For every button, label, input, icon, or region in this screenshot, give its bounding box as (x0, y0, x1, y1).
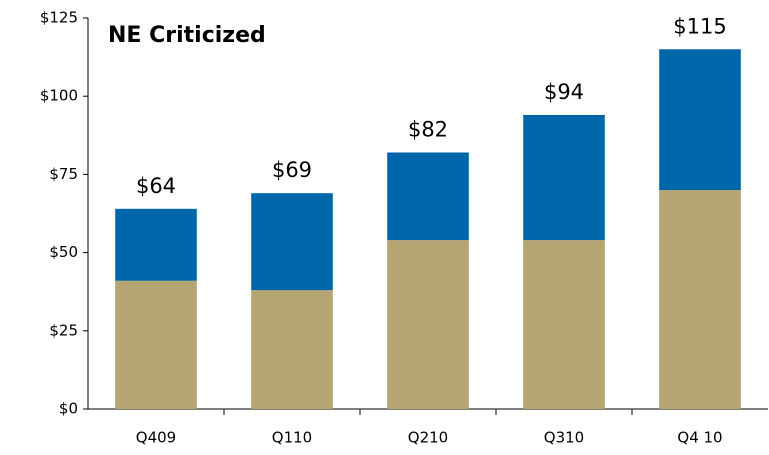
bar-segment (523, 240, 605, 409)
total-label: $82 (408, 118, 448, 142)
total-label: $69 (272, 158, 312, 182)
bar-segment (115, 208, 197, 281)
bar-segment (251, 290, 333, 409)
total-label: $94 (544, 80, 584, 104)
x-tick-label: Q409 (136, 429, 176, 447)
bar-segment (659, 49, 741, 191)
total-label: $64 (136, 174, 176, 198)
y-tick-label: $50 (49, 243, 78, 261)
chart-title: NE Criticized (108, 23, 266, 48)
x-tick-label: Q110 (272, 429, 312, 447)
x-tick-label: Q4 10 (677, 429, 722, 447)
x-tick-label: Q310 (544, 429, 584, 447)
y-tick-label: $125 (40, 9, 78, 27)
x-tick-label: Q210 (408, 429, 448, 447)
bar-segment (115, 280, 197, 409)
bar-segment (659, 190, 741, 409)
bar-segment (523, 114, 605, 241)
bar-segment (387, 240, 469, 409)
y-tick-label: $75 (49, 165, 78, 183)
total-label: $115 (673, 14, 726, 38)
bar-segment (251, 193, 333, 291)
y-tick-label: $0 (59, 400, 78, 418)
bar-segment (387, 152, 469, 241)
y-tick-label: $25 (49, 321, 78, 339)
y-tick-label: $100 (40, 87, 78, 105)
